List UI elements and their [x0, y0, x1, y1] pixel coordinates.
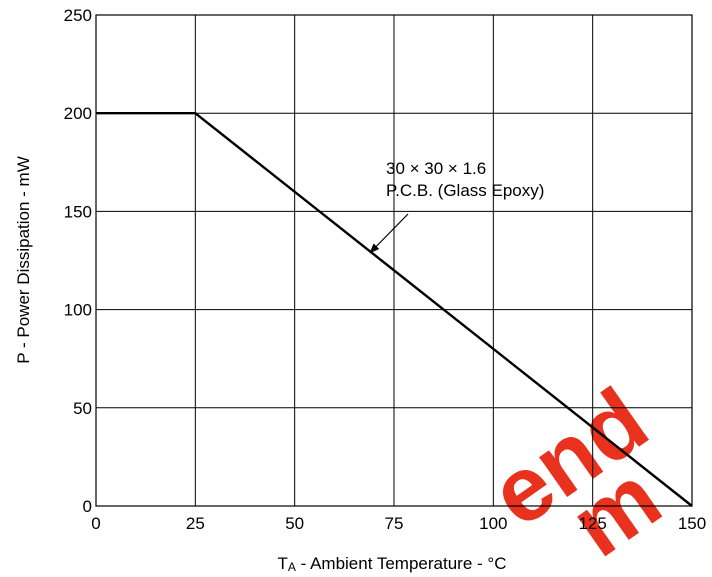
x-tick-label: 0 — [91, 514, 100, 533]
x-axis-label: TA - Ambient Temperature - °C — [278, 554, 507, 574]
y-tick-labels: 0 50 100 150 200 250 — [64, 6, 92, 516]
x-axis-label-rest: - Ambient Temperature - °C — [296, 554, 507, 573]
x-axis-label-subscript: A — [288, 560, 296, 574]
y-tick-label: 250 — [64, 6, 92, 25]
x-tick-label: 25 — [186, 514, 205, 533]
y-tick-label: 50 — [73, 399, 92, 418]
plot-frame — [95, 14, 693, 507]
annotation: 30 × 30 × 1.6 P.C.B. (Glass Epoxy) — [369, 159, 544, 254]
grid — [96, 15, 692, 506]
y-tick-label: 100 — [64, 301, 92, 320]
x-tick-label: 150 — [678, 514, 706, 533]
watermark: end m — [473, 369, 679, 576]
x-tick-label: 50 — [285, 514, 304, 533]
x-tick-label: 125 — [578, 514, 606, 533]
x-tick-label: 75 — [385, 514, 404, 533]
y-tick-label: 0 — [83, 497, 92, 516]
y-axis-label: P - Power Dissipation - mW — [14, 156, 33, 364]
y-tick-label: 200 — [64, 104, 92, 123]
annotation-line-2: P.C.B. (Glass Epoxy) — [386, 181, 544, 200]
annotation-line-1: 30 × 30 × 1.6 — [386, 159, 486, 178]
y-tick-label: 150 — [64, 202, 92, 221]
annotation-arrow — [369, 213, 409, 254]
series-line — [96, 112, 693, 507]
x-axis-label-main: T — [278, 554, 288, 573]
x-tick-label: 100 — [479, 514, 507, 533]
x-tick-labels: 0 25 50 75 100 125 150 — [91, 514, 706, 533]
